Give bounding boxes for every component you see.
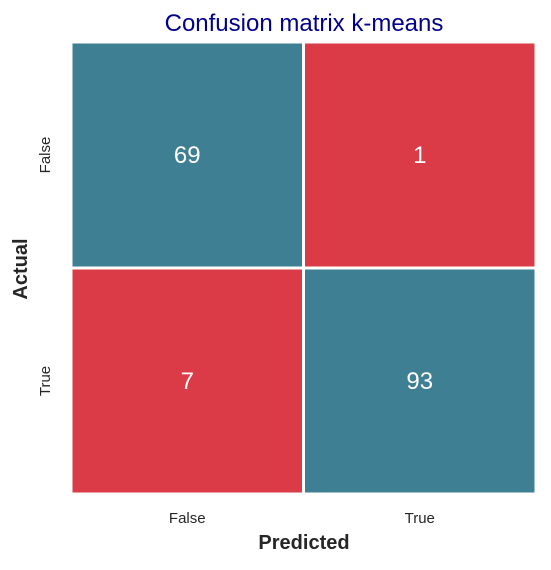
x-tick-label: True <box>405 510 435 527</box>
cell-value-label: 1 <box>413 142 426 169</box>
heatmap-cells <box>71 42 536 494</box>
cell-value-label: 93 <box>406 368 433 395</box>
cell-value-label: 69 <box>174 142 201 169</box>
x-tick-label: False <box>169 510 206 527</box>
chart-title: Confusion matrix k-means <box>165 10 444 37</box>
cell-value-label: 7 <box>181 368 194 395</box>
x-axis-label: Predicted <box>258 532 349 554</box>
y-tick-label: False <box>37 137 54 174</box>
y-axis-tick-labels: False True <box>37 137 54 396</box>
y-axis-label: Actual <box>10 238 32 299</box>
y-tick-label: True <box>37 366 54 396</box>
x-axis-tick-labels: False True <box>169 510 435 527</box>
